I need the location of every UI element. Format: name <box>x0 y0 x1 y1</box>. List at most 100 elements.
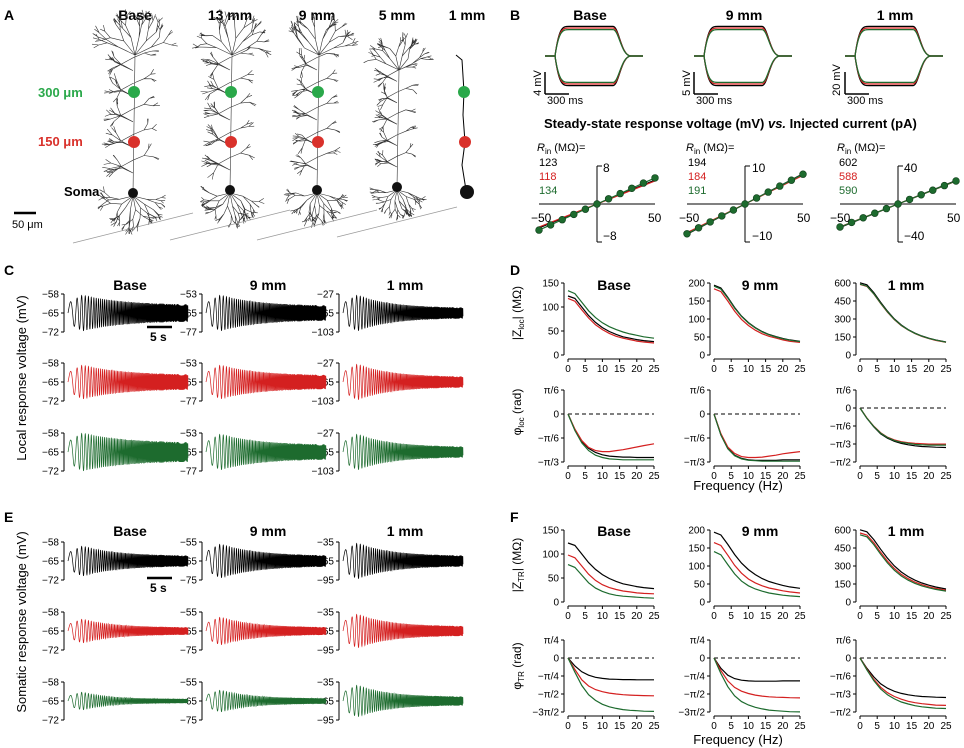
fPlots-xticklabel-3-1: 5 <box>582 721 588 732</box>
eTraces-ticklabel-0-2-0: −35 <box>317 538 334 549</box>
dPlots-yticklabel-4-1: 0 <box>699 410 705 421</box>
step-trace-down-1-green <box>694 55 792 83</box>
fPlots-plot-3: 0 5 10 15 20 25π/40−π/4−π/2−3π/2 <box>532 636 660 733</box>
dPlots-yticklabel-2-4: 600 <box>834 279 851 290</box>
neuron-morphology-1 <box>169 9 291 241</box>
eTraces-trace-0-1 <box>205 543 327 579</box>
neuron-morphology-0 <box>72 9 194 244</box>
rin-1mm-red: 588 <box>839 171 857 183</box>
iv-point-2-1 <box>847 218 856 227</box>
neuron-branches-0 <box>91 9 178 235</box>
dPlots-xticklabel-4-2: 10 <box>743 471 755 482</box>
dPlots-xticklabel-3-0: 0 <box>565 471 571 482</box>
cTraces-ticklabel-2-1-0: −53 <box>180 429 197 440</box>
dPlots-xticklabel-5-5: 25 <box>940 471 952 482</box>
fPlots-xticklabel-1-4: 20 <box>777 611 789 622</box>
fPlots-yticklabel-1-2: 100 <box>688 562 705 573</box>
panelB-scale-v-2: 20 mV <box>831 63 843 95</box>
eTraces-ticklabel-2-1-1: −65 <box>180 697 197 708</box>
iv-point-0-1 <box>546 221 555 229</box>
fPlots-xticklabel-4-5: 25 <box>794 721 806 732</box>
fPlots-xticklabel-4-3: 15 <box>760 721 772 732</box>
dPlots-xticklabel-4-1: 5 <box>728 471 734 482</box>
rin-1mm-black: 602 <box>839 157 857 169</box>
fPlots-yticklabel-2-2: 300 <box>834 562 851 573</box>
fPlots-xticklabel-2-5: 25 <box>940 611 952 622</box>
cTraces-ticklabel-1-2-0: −27 <box>317 359 334 370</box>
dPlots-xticklabel-2-1: 5 <box>874 364 880 375</box>
panelE-title-9mm: 9 mm <box>250 523 287 539</box>
iv-point-1-7 <box>764 188 772 196</box>
soma-marker-2 <box>312 185 322 195</box>
fPlots-yticklabel-1-3: 150 <box>688 544 705 555</box>
panelA-title-9mm: 9 mm <box>299 7 336 23</box>
panelB-scale-v-0: 4 mV <box>532 70 544 96</box>
fPlots-curve-1-black <box>713 531 801 589</box>
eTraces-trace-2-2 <box>342 684 464 717</box>
dPlots-yticklabel-1-1: 50 <box>694 333 706 344</box>
panelA-title-13mm: 13 mm <box>208 7 252 23</box>
step-trace-up-1-green <box>694 29 792 57</box>
morphology-group <box>72 9 474 244</box>
cTraces-ticklabel-2-0-0: −58 <box>42 429 59 440</box>
site-300um-marker-1mm <box>458 86 470 98</box>
dPlots-yticklabel-0-2: 100 <box>542 303 559 314</box>
fPlots-yticklabel-0-2: 100 <box>542 550 559 561</box>
dPlots-curve-3-red <box>567 413 655 453</box>
cTraces-ticklabel-2-2-2: −103 <box>311 467 334 478</box>
step-trace-down-2-green <box>845 55 943 83</box>
panel-letter-c: C <box>4 262 14 278</box>
dPlots-curve-0-green <box>567 290 655 339</box>
cTraces-ticklabel-1-0-2: −72 <box>42 397 59 408</box>
iv-point-0-8 <box>628 184 636 193</box>
fPlots-yticklabel-4-4: −3π/2 <box>678 708 705 719</box>
cTraces-trace-1-1 <box>205 364 327 400</box>
fPlots-xticklabel-4-4: 20 <box>777 721 789 732</box>
iv-point-1-2 <box>706 218 714 226</box>
fPlots-xticklabel-1-1: 5 <box>728 611 734 622</box>
iv-9mm-ybot: −10 <box>752 229 773 243</box>
dPlots-curve-0-black <box>567 295 655 343</box>
soma-marker-1mm <box>460 185 474 199</box>
eTraces-ticklabel-0-1-0: −55 <box>180 538 197 549</box>
panelB-scale-t-2: 300 ms <box>847 95 884 107</box>
step-trace-up-0-green <box>545 29 643 57</box>
fPlots-yticklabel-4-1: 0 <box>699 654 705 665</box>
dPlots-xticklabel-3-4: 20 <box>631 471 643 482</box>
dPlots-xticklabel-3-3: 15 <box>614 471 626 482</box>
panelE-scalebar-label: 5 s <box>150 581 167 595</box>
cTraces-ticklabel-1-1-1: −65 <box>180 378 197 389</box>
rin-9mm-red: 184 <box>688 171 706 183</box>
eTraces-ticklabel-1-0-0: −58 <box>42 608 59 619</box>
dPlots-xticklabel-5-0: 0 <box>857 471 863 482</box>
fPlots-yticklabel-3-1: 0 <box>553 654 559 665</box>
dPlots-xticklabel-5-2: 10 <box>889 471 901 482</box>
panelD-title-1mm: 1 mm <box>888 277 925 293</box>
cTraces-trace-0-2 <box>342 294 464 331</box>
panelB-title-base: Base <box>573 7 607 23</box>
dPlots-plot-4: 0 5 10 15 20 25π/60−π/6−π/3 <box>684 386 806 483</box>
dPlots-xticklabel-3-5: 25 <box>648 471 660 482</box>
eTraces-ticklabel-2-0-1: −65 <box>42 697 59 708</box>
eTraces-ticklabel-1-2-2: −95 <box>317 646 334 657</box>
step-trace-down-2-black <box>845 55 943 87</box>
fPlots-yticklabel-5-1: 0 <box>845 654 851 665</box>
fPlots-xticklabel-0-1: 5 <box>582 611 588 622</box>
neuron-branches-1 <box>192 9 272 229</box>
cTraces-ticklabel-2-2-0: −27 <box>317 429 334 440</box>
iv-base-ybot: −8 <box>603 229 617 243</box>
iv-1mm-ytop: 40 <box>904 161 918 175</box>
neuron-morphology-3 <box>336 32 458 238</box>
iv-point-0-0 <box>535 226 543 234</box>
fPlots-yticklabel-0-3: 150 <box>542 526 559 537</box>
site-300um-marker-2 <box>312 86 324 98</box>
iv-base-xmin: −50 <box>531 211 552 225</box>
fPlots-xticklabel-5-3: 15 <box>906 721 918 732</box>
eTraces-ticklabel-2-0-2: −72 <box>42 716 59 727</box>
dPlots-xticklabel-4-4: 20 <box>777 471 789 482</box>
dPlots-xticklabel-0-5: 25 <box>648 364 660 375</box>
fPlots-xticklabel-2-4: 20 <box>923 611 935 622</box>
fPlots-yticklabel-1-0: 0 <box>699 598 705 609</box>
